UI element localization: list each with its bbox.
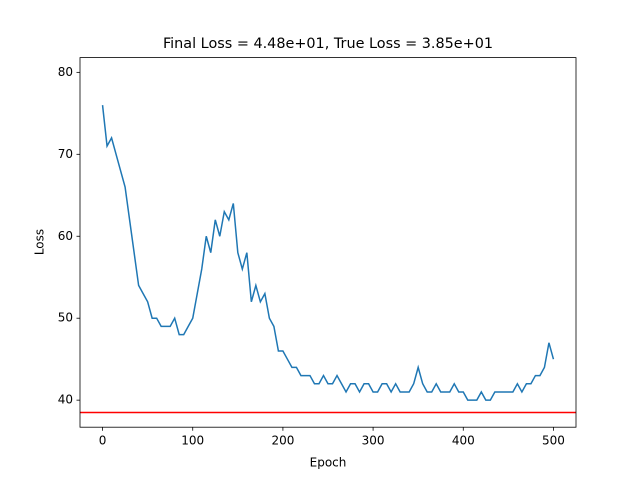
y-tick-label: 70 xyxy=(58,147,73,161)
y-axis-label: Loss xyxy=(33,229,47,255)
y-tick-label: 40 xyxy=(58,393,73,407)
y-tick-label: 80 xyxy=(58,65,73,79)
y-tick-label: 50 xyxy=(58,311,73,325)
chart-title: Final Loss = 4.48e+01, True Loss = 3.85e… xyxy=(163,36,493,52)
x-tick-label: 400 xyxy=(452,434,475,448)
x-tick-label: 300 xyxy=(362,434,385,448)
x-tick-label: 100 xyxy=(181,434,204,448)
x-tick-label: 200 xyxy=(271,434,294,448)
line-series xyxy=(101,105,555,401)
y-tick-label: 60 xyxy=(58,229,73,243)
x-tick-label: 500 xyxy=(542,434,565,448)
x-tick-label: 0 xyxy=(99,434,107,448)
plot-frame xyxy=(79,57,577,428)
x-axis-label: Epoch xyxy=(310,456,347,470)
